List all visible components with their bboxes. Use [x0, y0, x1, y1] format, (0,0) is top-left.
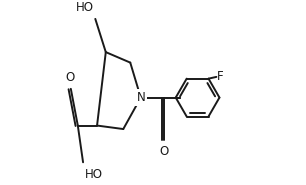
Text: O: O — [65, 71, 75, 84]
Text: O: O — [160, 145, 169, 158]
Text: HO: HO — [85, 167, 103, 181]
Text: N: N — [136, 91, 145, 104]
Text: F: F — [217, 70, 224, 83]
Text: HO: HO — [76, 1, 94, 14]
